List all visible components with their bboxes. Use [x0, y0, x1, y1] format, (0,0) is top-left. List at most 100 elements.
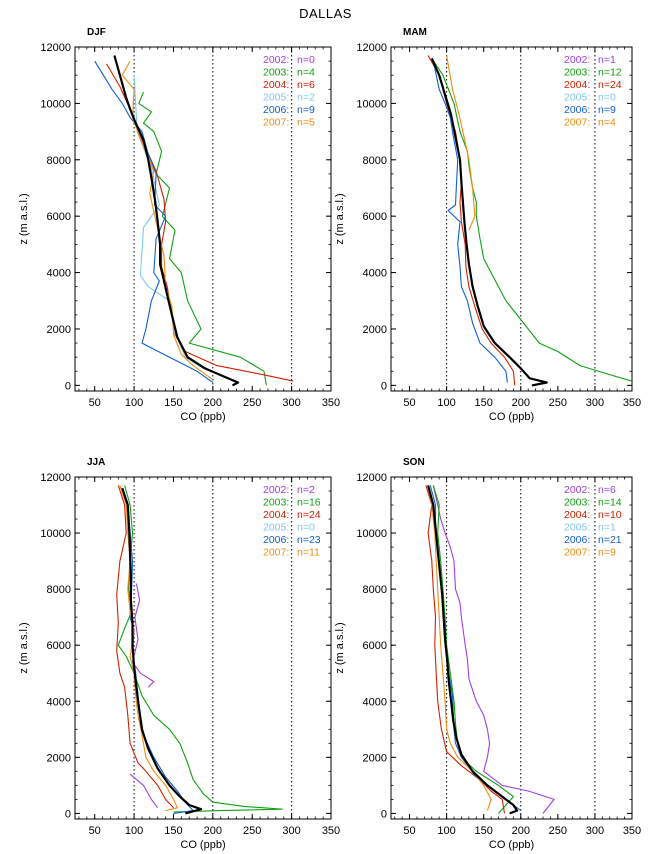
legend-year: 2005:	[564, 522, 590, 534]
y-tick-label: 10000	[40, 98, 71, 110]
y-tick-label: 0	[65, 380, 71, 392]
legend-count: n=5	[297, 117, 315, 129]
y-axis-label: z (m a.s.l.)	[334, 193, 346, 244]
panel-title: SON	[403, 457, 425, 468]
y-tick-label: 2000	[363, 752, 387, 764]
legend-count: n=1	[598, 54, 616, 66]
x-tick-label: 250	[243, 397, 261, 409]
legend-year: 2006:	[263, 534, 289, 546]
legend-count: n=4	[598, 117, 616, 129]
x-tick-label: 50	[403, 397, 415, 409]
y-axis-label: z (m a.s.l.)	[18, 622, 30, 673]
legend-count: n=2	[297, 484, 315, 496]
panel-mam: 50 100 150 200 250 300 350 0 2000 4000 6000 8000 100…	[334, 27, 641, 423]
y-axis-label: z (m a.s.l.)	[18, 193, 30, 244]
x-tick-label: 150	[164, 397, 182, 409]
legend-year: 2007:	[263, 547, 289, 559]
x-tick-label: 350	[322, 825, 340, 837]
series-line-2007	[121, 60, 214, 381]
series-line-2007	[446, 55, 476, 231]
x-tick-label: 250	[549, 825, 567, 837]
y-tick-label: 2000	[363, 324, 387, 336]
series-group	[94, 55, 294, 387]
legend-count: n=9	[297, 104, 315, 116]
series-line-2006	[94, 60, 214, 383]
x-tick-label: 150	[164, 825, 182, 837]
legend-year: 2004:	[564, 509, 590, 521]
x-tick-label: 100	[125, 397, 143, 409]
x-tick-label: 350	[623, 825, 641, 837]
y-tick-label: 0	[381, 380, 387, 392]
y-tick-label: 6000	[47, 640, 71, 652]
series-line-2004	[425, 485, 506, 814]
legend-count: n=0	[598, 92, 616, 104]
legend-year: 2006:	[263, 104, 289, 116]
y-tick-label: 4000	[47, 268, 71, 280]
panel-djf: 50 100 150 200 250 300 350 0 2000 4000 6000 8000 100…	[18, 27, 340, 423]
x-tick-label: 200	[204, 825, 222, 837]
legend-year: 2005:	[263, 92, 289, 104]
x-tick-label: 300	[586, 825, 604, 837]
series-line-2003	[431, 57, 632, 382]
x-tick-label: 100	[437, 825, 455, 837]
panel-son: 50 100 150 200 250 300 350 0 2000 4000 6000 8000 100…	[334, 457, 641, 851]
series-group	[425, 485, 555, 815]
y-tick-label: 10000	[356, 528, 387, 540]
series-line-2007	[427, 485, 492, 811]
x-tick-label: 200	[512, 397, 530, 409]
x-tick-label: 100	[125, 825, 143, 837]
x-tick-label: 200	[204, 397, 222, 409]
legend-year: 2006:	[564, 104, 590, 116]
legend-year: 2004:	[263, 79, 289, 91]
x-tick-label: 50	[89, 825, 101, 837]
panel-title: DJF	[87, 27, 106, 38]
series-line-mean	[121, 487, 203, 815]
legend-count: n=4	[297, 67, 315, 79]
series-line-2002	[432, 485, 555, 814]
series-line-2003	[432, 485, 514, 814]
y-tick-label: 12000	[40, 472, 71, 484]
series-line-mean	[113, 55, 240, 387]
x-tick-label: 100	[437, 397, 455, 409]
series-line-2005	[133, 75, 204, 369]
plot-frame	[390, 476, 633, 820]
legend-year: 2007:	[263, 117, 289, 129]
y-tick-label: 12000	[356, 472, 387, 484]
x-tick-label: 300	[282, 397, 300, 409]
legend-year: 2002:	[263, 484, 289, 496]
legend-year: 2003:	[564, 497, 590, 509]
x-tick-label: 150	[475, 397, 493, 409]
legend-count: n=0	[297, 522, 315, 534]
legend-year: 2005:	[263, 522, 289, 534]
legend-count: n=11	[297, 547, 320, 559]
legend-count: n=24	[297, 509, 321, 521]
y-tick-label: 6000	[363, 640, 387, 652]
y-tick-label: 8000	[47, 155, 71, 167]
y-tick-label: 6000	[47, 211, 71, 223]
legend-count: n=14	[598, 497, 622, 509]
legend-count: n=21	[598, 534, 622, 546]
legend-year: 2002:	[564, 484, 590, 496]
panel-jja: 50 100 150 200 250 300 350 0 2000 4000 6000 8000 100…	[18, 457, 340, 851]
x-tick-label: 350	[322, 397, 340, 409]
series-group	[427, 55, 632, 387]
series-line-2004	[427, 55, 516, 386]
y-tick-label: 6000	[363, 211, 387, 223]
x-tick-label: 50	[89, 397, 101, 409]
panel-title: MAM	[403, 27, 427, 38]
series-group	[116, 485, 283, 815]
plot-frame	[74, 46, 332, 392]
panel-title: JJA	[87, 457, 105, 468]
legend-count: n=6	[598, 484, 616, 496]
y-tick-label: 8000	[363, 155, 387, 167]
x-tick-label: 200	[512, 825, 530, 837]
x-tick-label: 50	[403, 825, 415, 837]
legend-count: n=10	[598, 509, 622, 521]
legend-count: n=16	[297, 497, 321, 509]
series-line-2003	[138, 91, 267, 386]
figure-title: DALLAS	[299, 6, 352, 21]
legend-count: n=23	[297, 534, 321, 546]
legend-year: 2002:	[263, 54, 289, 66]
legend-year: 2003:	[564, 67, 590, 79]
